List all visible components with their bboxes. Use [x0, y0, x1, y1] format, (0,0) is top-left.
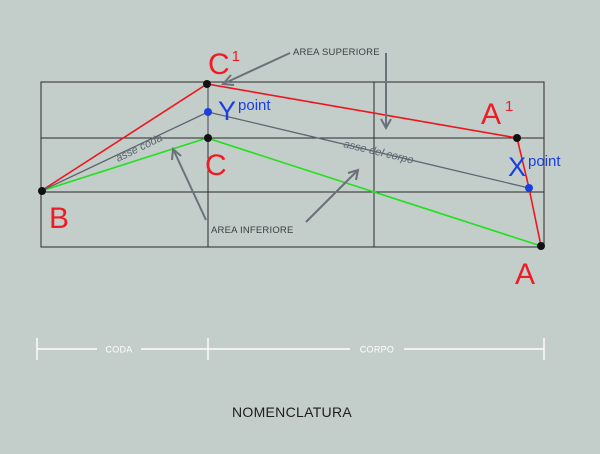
label-b: B	[49, 202, 69, 235]
arrow-area-superiore-left	[224, 52, 291, 84]
arrowhead-area-superiore-left	[220, 74, 235, 86]
vertex-b	[38, 187, 46, 195]
grid-frame	[40, 81, 545, 248]
label-c: C	[205, 149, 227, 182]
diagram-title: NOMENCLATURA	[232, 404, 352, 420]
arrow-area-inferiore-right	[305, 170, 358, 223]
vertex-a	[537, 242, 545, 250]
axis-label-body: asse del corpo	[342, 138, 414, 166]
arrowhead-area-inferiore-left	[171, 146, 182, 161]
arrowhead-area-inferiore-right	[347, 168, 360, 181]
tail-axis-line	[40, 111, 209, 192]
vertex-c1	[203, 80, 211, 88]
arrow-area-inferiore-left	[173, 150, 207, 221]
point-y	[204, 108, 212, 116]
arrowhead-area-superiore-down	[380, 118, 392, 131]
label-a: A	[515, 258, 535, 291]
vertex-a1	[513, 134, 521, 142]
vertex-markers	[38, 80, 545, 250]
callout-area-inferiore: AREA INFERIORE	[211, 225, 294, 236]
reference-grid	[40, 81, 545, 248]
scale-bar	[36, 338, 545, 360]
point-x	[525, 184, 533, 192]
callout-area-superiore: AREA SUPERIORE	[293, 47, 380, 58]
scale-label-coda: CODA	[105, 345, 132, 355]
scale-label-corpo: CORPO	[360, 345, 395, 355]
vertex-c	[204, 134, 212, 142]
callout-arrows	[171, 52, 392, 223]
body-axis-line	[207, 111, 530, 189]
